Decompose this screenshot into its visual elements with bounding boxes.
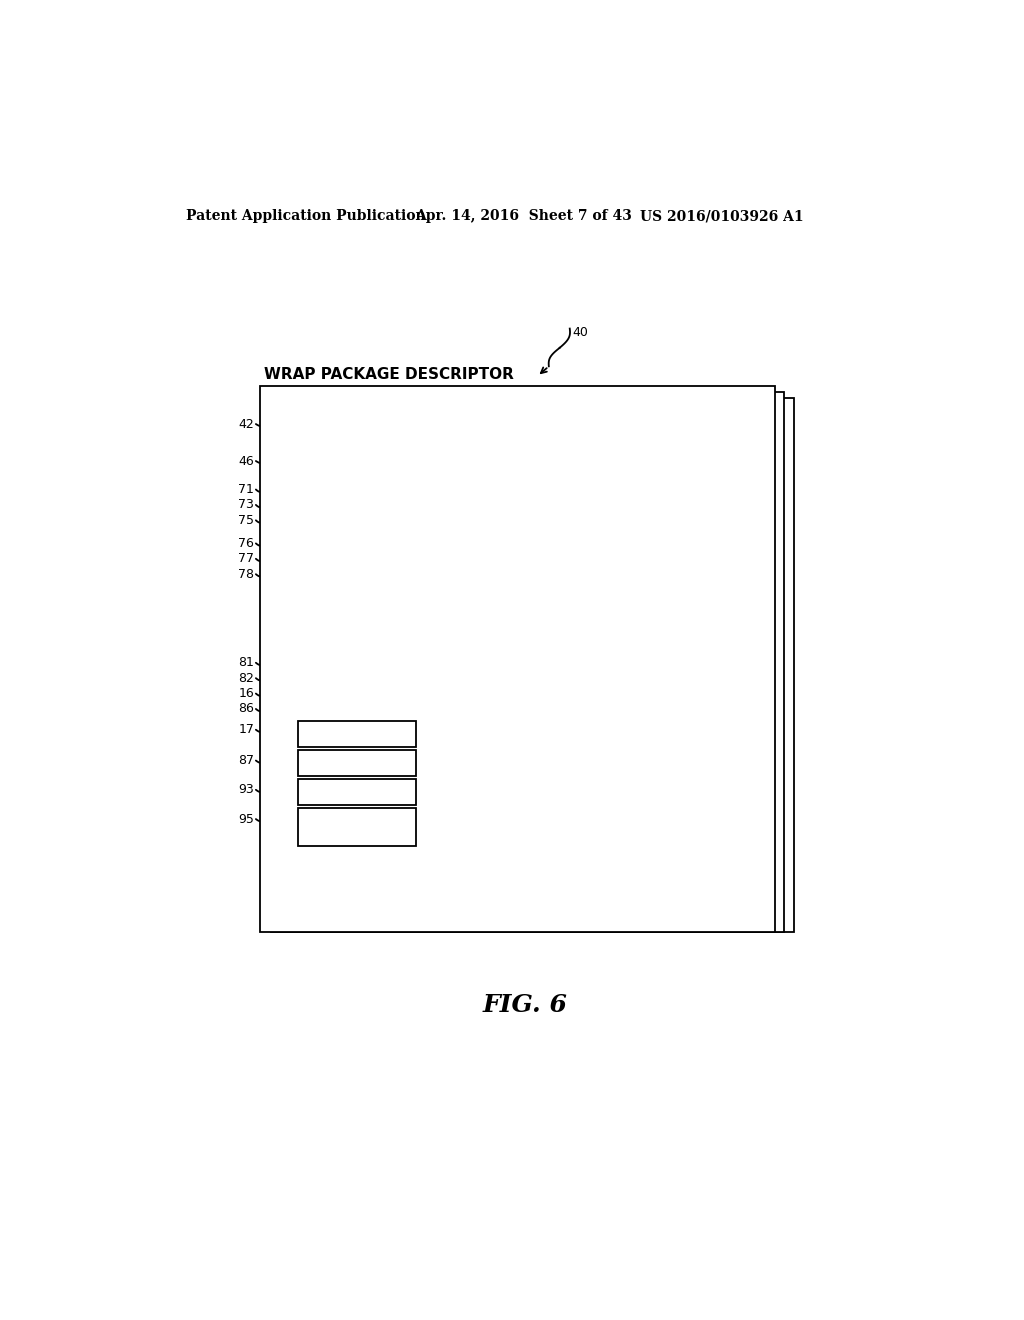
- Text: 93: 93: [239, 783, 254, 796]
- Bar: [260, 385, 775, 932]
- Text: •: •: [325, 607, 331, 618]
- Text: 80: 80: [434, 645, 451, 659]
- Text: LAYOUT:: LAYOUT:: [292, 513, 346, 527]
- Bar: [301, 719, 429, 892]
- Text: ...: ...: [432, 737, 447, 751]
- Bar: [295, 715, 423, 891]
- Bar: [270, 392, 784, 932]
- Bar: [283, 473, 608, 908]
- Text: 17: 17: [239, 723, 254, 737]
- Text: CARD TYPE:: CARD TYPE:: [292, 499, 371, 511]
- Text: 76: 76: [239, 537, 254, 550]
- Text: 81: 81: [239, 656, 254, 669]
- Text: 77: 77: [239, 552, 254, 565]
- Text: 78: 78: [239, 568, 254, 581]
- Text: US 2016/0103926 A1: US 2016/0103926 A1: [640, 209, 803, 223]
- Bar: [289, 531, 489, 636]
- Text: 82: 82: [239, 672, 254, 685]
- Text: •: •: [325, 597, 331, 606]
- Text: LAYOUT NAME: LAYOUT NAME: [295, 552, 388, 565]
- Text: 87: 87: [239, 754, 254, 767]
- Text: 71: 71: [239, 483, 254, 496]
- Text: ...: ...: [671, 711, 688, 730]
- Text: 16: 16: [239, 686, 254, 700]
- Text: PIN ID: PIN ID: [296, 656, 336, 669]
- Text: PINS: PINS: [302, 631, 332, 644]
- Bar: [294, 479, 620, 909]
- Text: STYLE: STYLE: [337, 785, 377, 799]
- Bar: [298, 750, 417, 776]
- Text: WRAP PACKAGE DESCRIPTOR: WRAP PACKAGE DESCRIPTOR: [263, 367, 513, 381]
- Bar: [291, 647, 442, 898]
- Bar: [305, 484, 630, 912]
- Text: WRAP NAME/ TITLE: WRAP NAME/ TITLE: [550, 412, 676, 425]
- Bar: [307, 723, 435, 892]
- Text: 45: 45: [693, 428, 709, 441]
- Text: CONTENT: CONTENT: [325, 727, 388, 741]
- Text: CARD DESCRIPTOR: CARD DESCRIPTOR: [283, 454, 410, 467]
- Text: CARD ID:: CARD ID:: [292, 483, 352, 496]
- Text: ATTRIBUTES: ATTRIBUTES: [296, 702, 377, 715]
- Text: 42: 42: [239, 417, 254, 430]
- Text: 86: 86: [239, 702, 254, 715]
- Bar: [299, 652, 450, 899]
- Text: LAYOUT DEFINITION (CSS): LAYOUT DEFINITION (CSS): [295, 568, 466, 581]
- Text: LAYOUT ID: LAYOUT ID: [295, 537, 364, 550]
- Bar: [282, 397, 794, 932]
- Bar: [306, 656, 458, 900]
- Text: 75: 75: [239, 513, 254, 527]
- Bar: [298, 779, 417, 805]
- Text: 46: 46: [239, 454, 254, 467]
- Text: 75: 75: [499, 536, 514, 549]
- Text: 73: 73: [239, 499, 254, 511]
- Text: PIN NAME: PIN NAME: [296, 672, 360, 685]
- Text: BEHAVIOR
DECLARATION: BEHAVIOR DECLARATION: [310, 813, 403, 841]
- Text: Patent Application Publication: Patent Application Publication: [186, 209, 426, 223]
- Text: COMPONENT: COMPONENT: [296, 686, 382, 700]
- Text: SOURCE: SOURCE: [330, 756, 384, 770]
- Text: OTHER INFORMATION / METADATA: OTHER INFORMATION / METADATA: [495, 428, 720, 441]
- Text: 40: 40: [572, 326, 588, 339]
- Bar: [298, 808, 417, 846]
- Text: ...: ...: [420, 755, 434, 770]
- Text: WRAP ID: WRAP ID: [283, 417, 340, 430]
- Text: 95: 95: [239, 813, 254, 825]
- Text: •: •: [325, 619, 331, 630]
- Text: Apr. 14, 2016  Sheet 7 of 43: Apr. 14, 2016 Sheet 7 of 43: [415, 209, 632, 223]
- Text: FIG. 6: FIG. 6: [482, 994, 567, 1018]
- Bar: [298, 721, 417, 747]
- Text: 44: 44: [693, 412, 709, 425]
